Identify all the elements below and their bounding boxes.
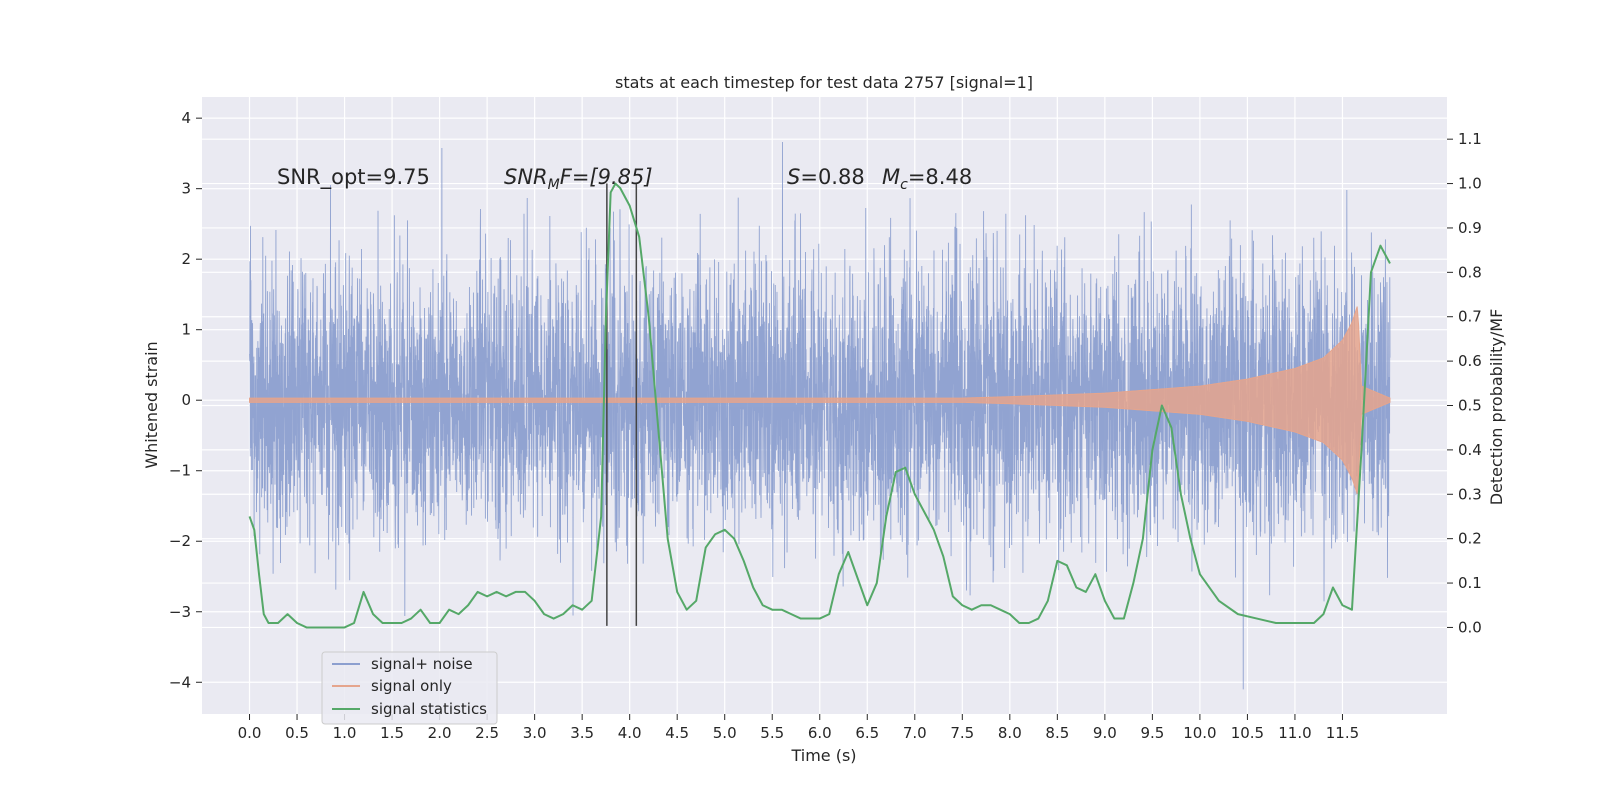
x-tick-label-16: 8.0 [998,724,1022,742]
chirp-envelope [249,306,1391,495]
x-tick-label-18: 9.0 [1093,724,1117,742]
x-tick-label-12: 6.0 [808,724,832,742]
legend: signal+ noise signal only signal statist… [321,651,498,725]
legend-box [321,651,498,725]
x-tick-label-6: 3.0 [523,724,547,742]
y-right-tick-label-6: 0.6 [1458,352,1482,370]
x-tick-label-23: 11.5 [1326,724,1359,742]
x-tick-label-7: 3.5 [570,724,594,742]
x-tick-label-13: 6.5 [855,724,879,742]
y-right-tick-label-0: 0.0 [1458,618,1482,636]
ticks: 0.0 0.5 1.0 1.5 2.0 2.5 3.0 3.5 4.0 4.5 5.0 5.5 6.0 6… [169,109,1482,742]
y-left-tick-label-4: 0 [181,391,191,409]
annotation-s: S=0.88 [787,165,865,189]
x-tick-label-14: 7.0 [903,724,927,742]
x-tick-label-10: 5.0 [713,724,737,742]
y-left-tick-label-1: −3 [169,603,191,621]
x-tick-label-3: 1.5 [380,724,404,742]
x-tick-label-17: 8.5 [1045,724,1069,742]
y-right-tick-label-7: 0.7 [1458,308,1482,326]
y-right-tick-label-11: 1.1 [1458,130,1482,148]
noise-trace [249,142,1391,690]
y-left-tick-label-5: 1 [181,321,191,339]
y-left-tick-label-2: −2 [169,532,191,550]
y-right-tick-label-3: 0.3 [1458,485,1482,503]
y-right-tick-label-5: 0.5 [1458,397,1482,415]
legend-label-signal-noise: signal+ noise [371,655,473,673]
x-tick-label-4: 2.0 [428,724,452,742]
series-signal-noise [249,142,1391,690]
annotation-mc: Mc=8.48 [882,165,972,193]
y-axis-label-right: Detection probability/MF [1487,309,1506,506]
x-tick-label-19: 9.5 [1140,724,1164,742]
x-axis-label: Time (s) [790,746,856,765]
x-tick-label-11: 5.5 [760,724,784,742]
y-left-tick-label-3: −1 [169,462,191,480]
y-left-tick-label-8: 4 [181,109,191,127]
y-left-tick-label-0: −4 [169,673,191,691]
chart-title: stats at each timestep for test data 275… [615,73,1033,92]
x-tick-label-9: 4.5 [665,724,689,742]
x-tick-label-21: 10.5 [1231,724,1264,742]
series-signal-only [249,306,1391,495]
x-tick-label-15: 7.5 [950,724,974,742]
y-left-tick-label-7: 3 [181,180,191,198]
y-right-tick-label-4: 0.4 [1458,441,1482,459]
x-tick-label-0: 0.0 [238,724,262,742]
y-axis-label-left: Whitened strain [142,341,161,468]
stats-line [248,182,1391,629]
x-tick-label-2: 1.0 [333,724,357,742]
y-right-tick-label-2: 0.2 [1458,530,1482,548]
y-right-tick-label-8: 0.8 [1458,263,1482,281]
vertical-markers [606,183,638,626]
annotation-snr-opt: SNR_opt=9.75 [277,165,430,190]
y-right-tick-label-9: 0.9 [1458,219,1482,237]
legend-label-signal-only: signal only [371,677,452,695]
x-tick-label-5: 2.5 [475,724,499,742]
x-tick-label-1: 0.5 [285,724,309,742]
x-tick-label-22: 11.0 [1278,724,1311,742]
y-left-tick-label-6: 2 [181,250,191,268]
legend-label-signal-statistics: signal statistics [371,700,487,718]
x-tick-label-8: 4.0 [618,724,642,742]
y-right-tick-label-10: 1.0 [1458,175,1482,193]
series-signal-statistics [248,182,1391,629]
annotation-snr-mf: SNRMF=[9.85] [504,165,653,193]
y-right-tick-label-1: 0.1 [1458,574,1482,592]
x-tick-label-20: 10.0 [1183,724,1216,742]
